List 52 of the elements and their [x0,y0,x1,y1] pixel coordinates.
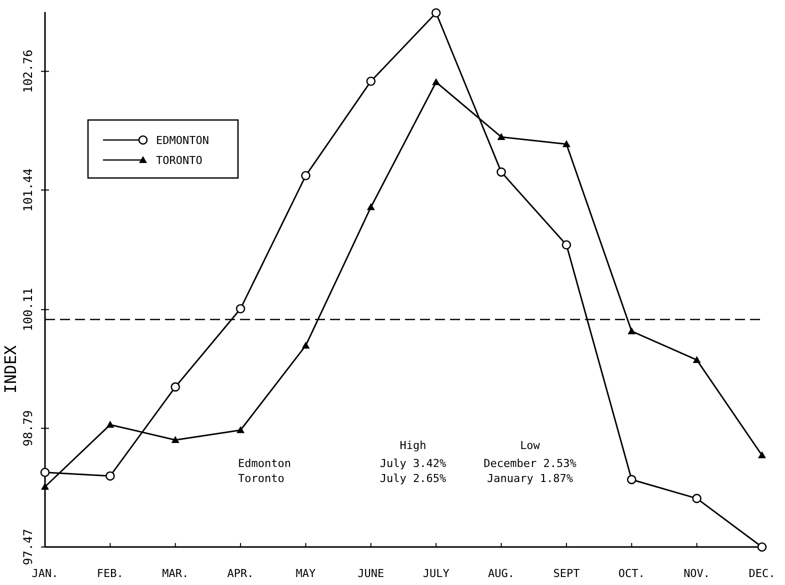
point [41,482,49,490]
point [692,494,702,504]
point [106,420,114,428]
point [366,76,376,86]
point [302,342,310,349]
x-tick-label: JULY [422,567,450,580]
annotation: December 2.53% [484,457,577,470]
point [496,167,506,177]
x-tick-label: JAN. [32,567,58,580]
point [432,78,440,86]
point [236,304,246,314]
annotation: Low [520,439,540,452]
y-tick-label: 102.76 [21,50,35,94]
point [236,426,245,434]
point [626,474,636,484]
point [171,436,180,443]
y-tick-label: 101.44 [21,168,35,212]
point [431,8,441,18]
legend-label: TORONTO [156,154,202,167]
x-tick-label: MAY [296,567,316,580]
legend-label: EDMONTON [156,134,209,147]
y-tick-label: 98.79 [21,410,35,446]
point [40,468,50,478]
point [106,471,115,481]
annotation: High [400,439,426,452]
annotation: July 3.42% [380,457,446,470]
annotation: July 2.65% [380,472,446,485]
x-tick-label: OCT. [618,567,645,580]
x-tick-label: FEB. [96,567,124,580]
point [562,140,570,148]
y-tick-label: 97.47 [21,528,35,566]
y-tick-label: 100.11 [21,288,35,332]
point [301,170,310,180]
point [757,542,767,552]
x-tick-label: NOV. [684,567,710,580]
x-tick-label: DEC. [748,567,776,580]
x-tick-label: MAR. [162,567,189,580]
x-tick-label: JUNE [358,567,384,580]
point [170,382,180,392]
point [562,240,572,250]
point [692,356,701,363]
annotation: Toronto [238,472,284,485]
point [758,451,766,458]
x-tick-label: APR. [227,567,254,580]
annotation: Edmonton [238,457,291,470]
x-tick-label: SEPT [553,567,580,580]
x-tick-label: AUG. [488,567,515,580]
point [628,327,636,334]
annotation: January 1.87% [486,472,574,485]
y-axis-title: INDEX [1,345,20,394]
point [366,203,375,210]
point [497,132,506,140]
